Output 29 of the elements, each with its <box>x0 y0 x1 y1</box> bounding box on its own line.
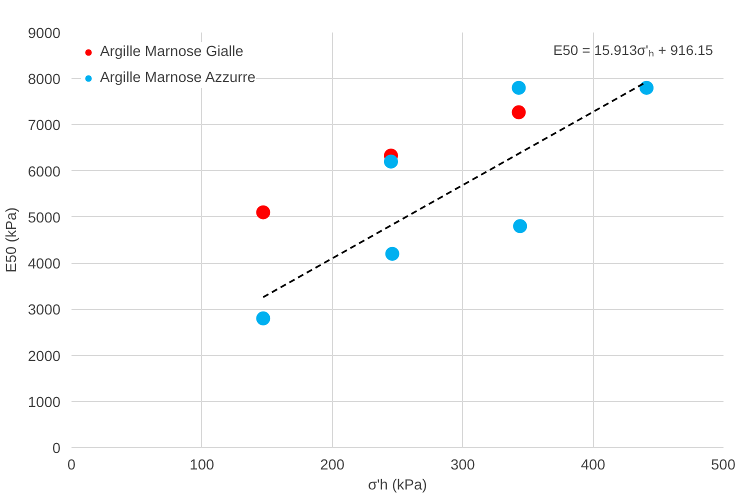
y-tick-label: 3000 <box>28 302 61 319</box>
x-tick-label: 200 <box>320 458 345 474</box>
y-tick-label: 6000 <box>28 164 61 180</box>
y-tick-label: 4000 <box>28 256 61 273</box>
point <box>384 154 398 169</box>
annotation: E50 = 15.913σ'ₕ + 916.15 <box>553 42 714 58</box>
point <box>513 219 528 234</box>
point <box>640 80 654 95</box>
x-axis-title: σ'h (kPa) <box>368 478 428 494</box>
point <box>512 105 526 120</box>
y-axis-title: E50 (kPa) <box>4 207 20 273</box>
point <box>256 205 270 220</box>
y-tick-label: 9000 <box>28 26 61 42</box>
y-tick-label: 2000 <box>28 348 61 365</box>
y-tick-label: 5000 <box>28 210 61 226</box>
x-tick-label: 0 <box>67 458 76 474</box>
legend-label: Argille Marnose Azzurre <box>100 70 256 86</box>
point <box>385 246 400 261</box>
point <box>512 80 526 95</box>
y-tick-label: 0 <box>52 441 61 457</box>
x-tick-label: 100 <box>190 458 214 474</box>
x-tick-label: 500 <box>711 458 735 474</box>
x-tick-label: 400 <box>580 458 606 474</box>
y-tick-label: 1000 <box>28 394 61 411</box>
legend-label: Argille Marnose Gialle <box>100 44 244 60</box>
y-tick-label: 7000 <box>28 118 61 134</box>
y-tick-label: 8000 <box>28 72 61 88</box>
x-tick-label: 300 <box>450 458 475 474</box>
point <box>256 311 270 326</box>
